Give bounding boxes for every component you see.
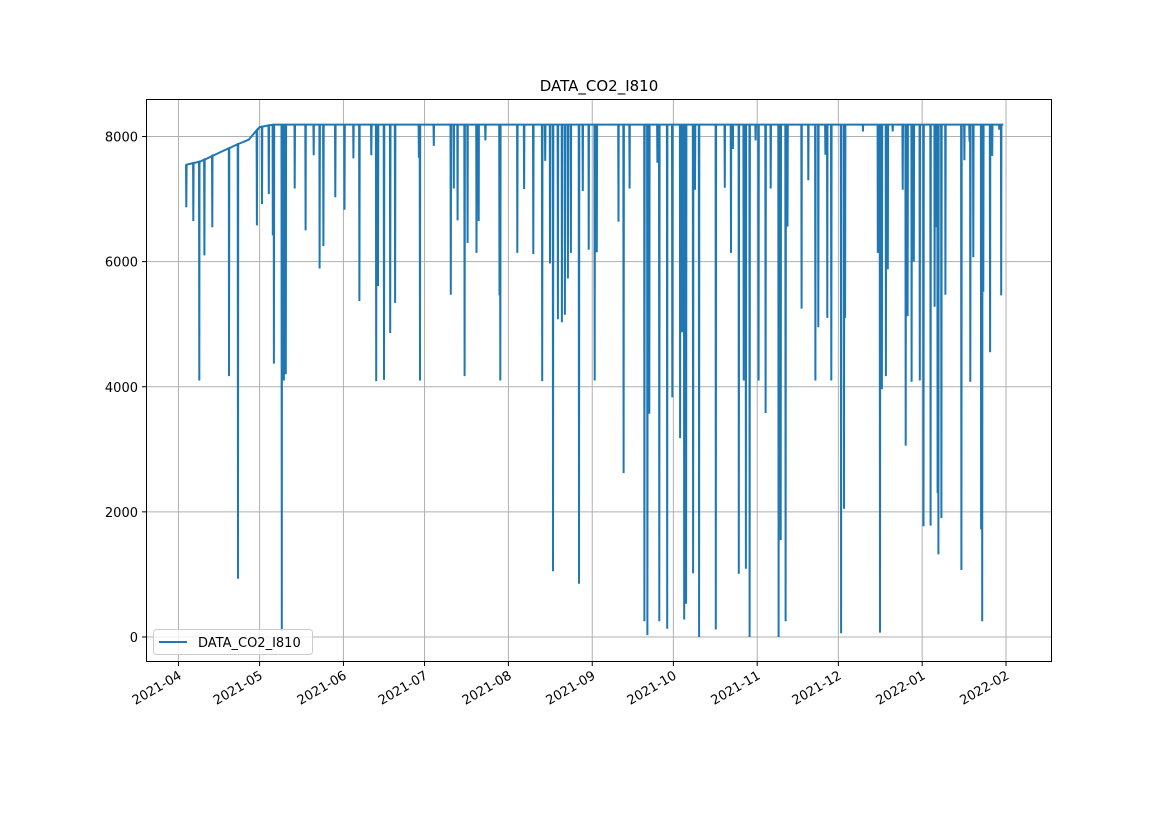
y-tick-label: 2000 [105, 506, 138, 521]
x-tick-label: 2021-08 [460, 668, 515, 708]
chart-title: DATA_CO2_I810 [540, 77, 659, 96]
x-tick-label: 2021-05 [211, 668, 266, 708]
series-line-DATA_CO2_I810 [185, 123, 1004, 638]
y-tick-label: 8000 [105, 131, 138, 146]
legend-box [153, 629, 313, 655]
x-tick-label: 2021-10 [625, 668, 680, 708]
plot-frame [146, 99, 1052, 662]
x-tick-label: 2022-01 [874, 668, 929, 708]
y-tick-label: 4000 [105, 381, 138, 396]
legend: DATA_CO2_I810 [153, 629, 313, 655]
x-tick-label: 2022-02 [957, 668, 1012, 708]
x-tick-label: 2021-06 [295, 668, 350, 708]
y-axis: 0 2000 4000 6000 8000 [105, 131, 146, 646]
x-tick-label: 2021-04 [130, 668, 185, 708]
x-tick-label: 2021-12 [790, 668, 845, 708]
legend-label: DATA_CO2_I810 [198, 636, 301, 651]
x-tick-label: 2021-09 [544, 668, 599, 708]
x-axis: 2021-04 2021-05 2021-06 2021-07 2021-08 2021-… [130, 662, 1012, 709]
y-tick-label: 6000 [105, 256, 138, 271]
y-tick-label: 0 [130, 631, 138, 646]
x-tick-label: 2021-11 [709, 668, 764, 708]
x-tick-label: 2021-07 [376, 668, 431, 708]
